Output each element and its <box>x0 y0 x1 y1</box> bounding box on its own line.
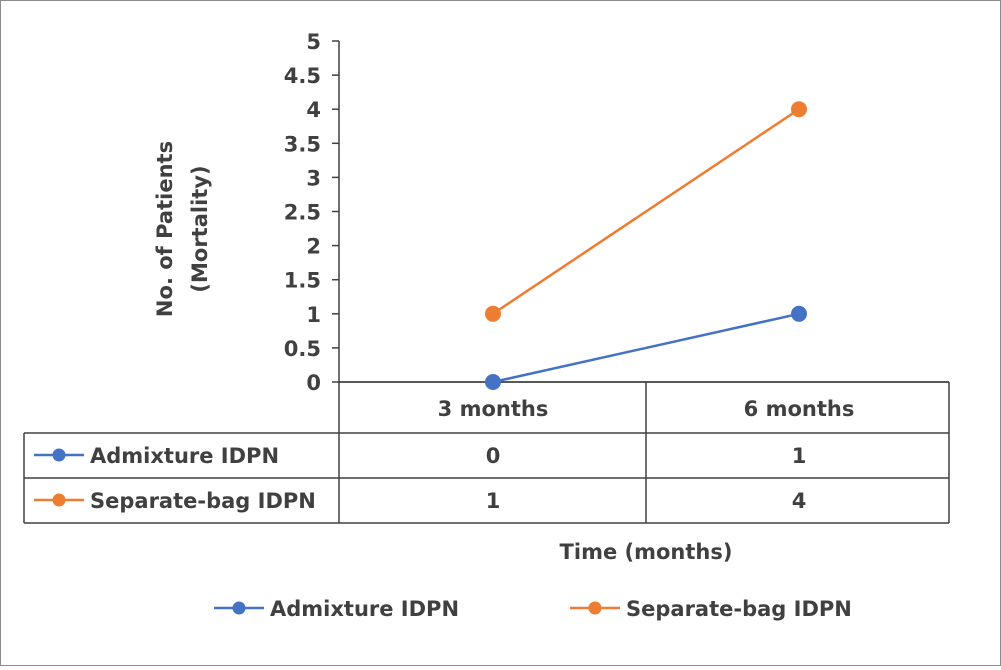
table-key-marker-admixture <box>52 448 66 462</box>
data-table-grid <box>23 381 950 524</box>
legend-label-admixture: Admixture IDPN <box>270 597 459 621</box>
legend-marker-admixture <box>232 601 246 615</box>
y-tick-label: 1.5 <box>284 269 321 293</box>
legend-label-separate-bag: Separate-bag IDPN <box>626 597 852 621</box>
x-axis-title: Time (months) <box>560 540 733 564</box>
y-tick-label: 5 <box>306 30 321 54</box>
data-point-separate-bag-0 <box>485 305 501 322</box>
y-tick-label: 0.5 <box>284 337 321 361</box>
legend-marker-separate-bag <box>588 601 602 615</box>
y-axis-title-line2: (Mortality) <box>188 165 212 292</box>
legend: Admixture IDPN Separate-bag IDPN <box>214 597 852 621</box>
y-tick-label: 4.5 <box>284 64 321 88</box>
table-row-label-separate-bag: Separate-bag IDPN <box>90 489 316 513</box>
series-line-separate-bag <box>492 108 800 315</box>
table-cell-separate-bag-3-months: 1 <box>486 489 501 513</box>
y-tick-label: 1 <box>306 303 321 327</box>
data-point-admixture-1 <box>791 305 807 322</box>
category-label-3-months: 3 months <box>438 397 549 421</box>
series-lines <box>485 101 807 390</box>
y-tick-label: 3 <box>306 166 321 190</box>
y-tick-label: 3.5 <box>284 132 321 156</box>
y-axis-ticks: 0 0.5 1 1.5 2 2.5 3 3.5 4 4.5 5 <box>284 30 339 395</box>
table-row-label-admixture: Admixture IDPN <box>90 444 279 468</box>
data-point-separate-bag-1 <box>791 101 807 118</box>
table-cell-admixture-3-months: 0 <box>486 444 501 468</box>
table-cell-admixture-6-months: 1 <box>792 444 807 468</box>
y-tick-label: 2.5 <box>284 201 321 225</box>
y-tick-label: 2 <box>306 235 321 259</box>
category-label-6-months: 6 months <box>744 397 855 421</box>
table-cell-separate-bag-6-months: 4 <box>792 489 807 513</box>
y-tick-label: 4 <box>306 98 321 122</box>
table-row-separate-bag: Separate-bag IDPN 1 4 <box>34 489 806 513</box>
data-point-admixture-0 <box>485 374 501 390</box>
table-key-marker-separate-bag <box>52 493 66 507</box>
y-axis-title-line1: No. of Patients <box>153 141 177 317</box>
series-line-admixture <box>492 312 800 384</box>
y-tick-label: 0 <box>306 371 321 395</box>
table-row-admixture: Admixture IDPN 0 1 <box>34 444 806 468</box>
